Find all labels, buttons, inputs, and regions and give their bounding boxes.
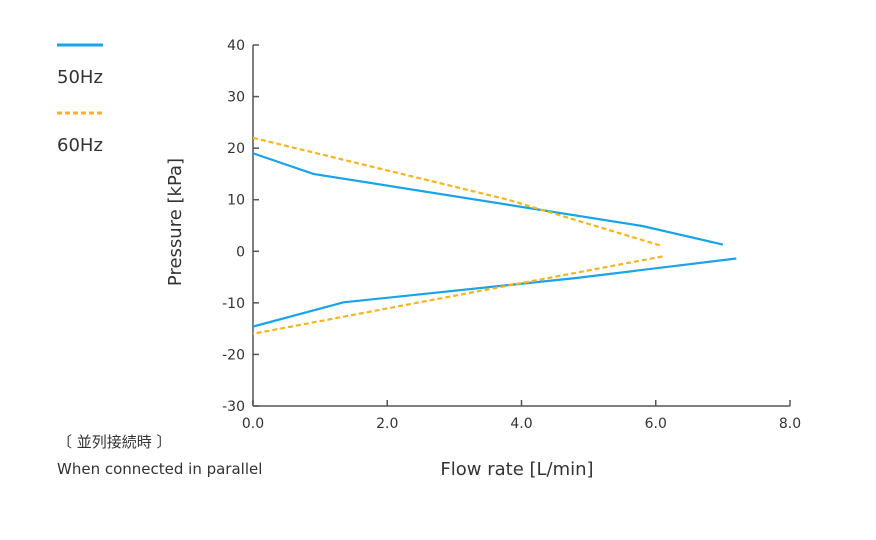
- x-tick-label: 8.0: [779, 416, 801, 432]
- series-50Hz-lower: [252, 257, 737, 328]
- series-lines: [252, 136, 737, 335]
- y-tick-label: 20: [227, 141, 245, 157]
- x-tick-label: 4.0: [510, 416, 532, 432]
- y-tick-label: 40: [227, 38, 245, 54]
- note-english: When connected in parallel: [57, 460, 262, 478]
- series-50Hz-upper: [252, 152, 724, 246]
- y-tick-label: 0: [236, 244, 245, 260]
- x-tick-label: 6.0: [645, 416, 667, 432]
- x-axis-label: Flow rate [L/min]: [440, 459, 593, 480]
- series-60Hz-upper: [252, 136, 663, 248]
- y-tick-label: -30: [222, 399, 245, 415]
- legend-label-60Hz: 60Hz: [57, 135, 103, 156]
- axes: 0.0 2.0 4.0 6.0 8.0 40 30 20 10 0 -10 -20 -30: [222, 38, 801, 432]
- x-tick-label: 2.0: [376, 416, 398, 432]
- series-60Hz-lower: [252, 255, 663, 335]
- y-tick-label: -20: [222, 347, 245, 363]
- y-tick-label: 30: [227, 90, 245, 106]
- y-axis-label: Pressure [kPa]: [165, 158, 186, 286]
- legend: 50Hz 60Hz: [57, 43, 103, 156]
- legend-label-50Hz: 50Hz: [57, 67, 103, 88]
- x-tick-label: 0.0: [242, 416, 264, 432]
- note-japanese: 〔 並列接続時 〕: [57, 433, 172, 451]
- y-tick-label: 10: [227, 193, 245, 209]
- y-tick-label: -10: [222, 296, 245, 312]
